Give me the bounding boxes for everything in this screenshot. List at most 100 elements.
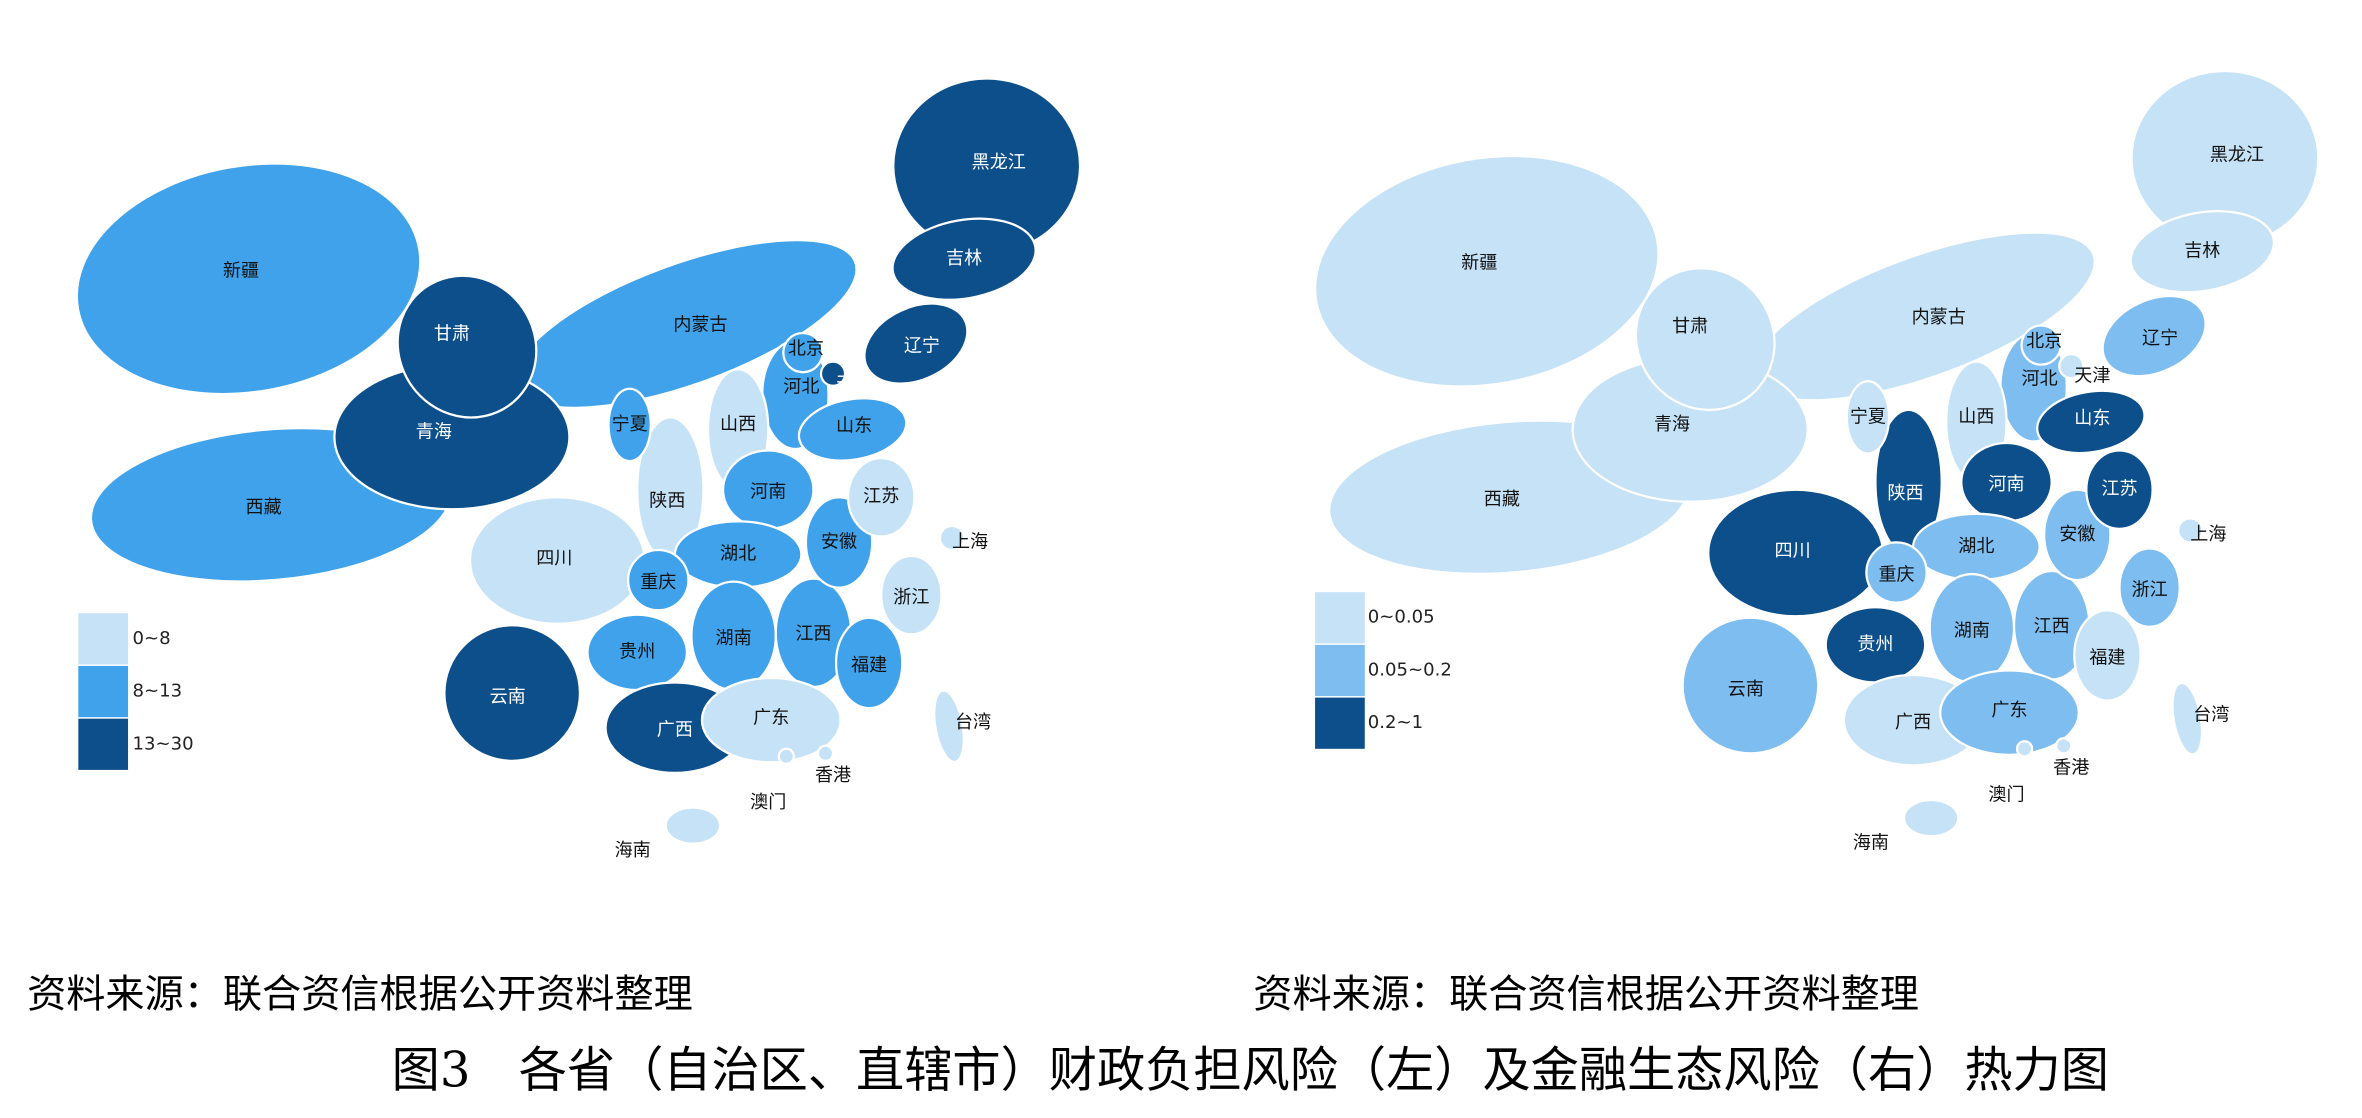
province (1313, 154, 1660, 388)
legend-label: 0.2~1 (1368, 712, 1423, 733)
province-label: 天津 (2074, 366, 2110, 387)
province (2177, 517, 2204, 544)
province (816, 744, 835, 762)
province-label: 江苏 (863, 486, 899, 507)
province (1865, 541, 1928, 604)
province-label: 江西 (795, 623, 831, 644)
province-label: 湖北 (720, 543, 756, 564)
province-label: 海南 (615, 840, 651, 861)
province-label: 山西 (1958, 406, 1994, 427)
province (2171, 681, 2204, 756)
province-label: 河南 (1988, 474, 2024, 495)
province-label: 四川 (536, 548, 572, 569)
province-label: 山西 (720, 414, 756, 435)
province-label: 江苏 (2101, 479, 2137, 500)
province (2101, 294, 2207, 378)
province-label: 澳门 (1988, 785, 2024, 806)
province (863, 302, 969, 385)
province-label: 贵州 (1857, 634, 1893, 655)
legend-swatch (1315, 644, 1365, 697)
province (2118, 547, 2181, 628)
province (2020, 324, 2062, 366)
province (891, 217, 1037, 301)
province-label: 新疆 (223, 260, 259, 281)
province-label: 重庆 (1878, 565, 1914, 586)
province (819, 360, 847, 387)
province-label: 海南 (1853, 833, 1889, 854)
province-label: 重庆 (640, 572, 676, 593)
province-label: 广西 (657, 720, 693, 741)
province-label: 黑龙江 (2210, 144, 2264, 165)
legend-label: 13~30 (133, 733, 194, 754)
province (2129, 210, 2275, 294)
province-label: 陕西 (649, 491, 685, 512)
province-label: 宁夏 (612, 414, 648, 435)
province-label: 澳门 (750, 792, 786, 813)
province-label: 辽宁 (904, 336, 940, 357)
province-label: 江西 (2034, 616, 2070, 637)
province-label: 四川 (1775, 540, 1811, 561)
province (1634, 267, 1776, 412)
province (607, 387, 652, 463)
province-label: 河北 (2022, 369, 2058, 390)
source-note: 资料来源：联合资信根据公开资料整理 (27, 972, 693, 1017)
province (880, 554, 943, 636)
province-label: 安徽 (2059, 524, 2095, 545)
province-label: 吉林 (2184, 241, 2220, 262)
province (938, 524, 966, 552)
province (797, 397, 908, 462)
province-label: 陕西 (1887, 483, 1923, 504)
province (1681, 616, 1820, 755)
source-note: 资料来源：联合资信根据公开资料整理 (1253, 972, 1919, 1017)
province-label: 湖北 (1958, 536, 1994, 557)
province-label: 河南 (750, 482, 786, 503)
province-label: 安徽 (821, 531, 857, 552)
province-label: 北京 (788, 339, 824, 360)
province (933, 689, 965, 764)
province (443, 624, 582, 762)
province-label: 浙江 (893, 587, 929, 608)
legend-swatch (1315, 592, 1365, 644)
province-label: 香港 (815, 765, 851, 786)
province (664, 806, 722, 845)
province-label: 广西 (1895, 712, 1931, 733)
province-label: 甘肃 (1672, 316, 1708, 337)
province (846, 456, 916, 538)
legend-swatch (78, 613, 129, 665)
province-map (75, 77, 1082, 845)
province (1939, 669, 2080, 756)
legend-label: 0~8 (133, 628, 171, 649)
province (627, 548, 690, 612)
province-label: 内蒙古 (1912, 307, 1966, 328)
province (1845, 380, 1891, 455)
province (2058, 353, 2085, 380)
province-label: 上海 (2190, 524, 2226, 545)
province-label: 云南 (1728, 679, 1764, 700)
province-label: 吉林 (946, 248, 982, 269)
province-label: 台湾 (955, 712, 991, 733)
legend-swatch (78, 718, 129, 770)
province (834, 616, 904, 710)
province-label: 内蒙古 (673, 315, 727, 336)
province-label: 宁夏 (1850, 406, 1886, 427)
province-label: 山东 (2074, 408, 2110, 429)
province-label: 广东 (753, 708, 789, 729)
province (1902, 798, 1960, 838)
province-map (1313, 69, 2320, 838)
province-label: 山东 (836, 415, 872, 436)
province-label: 青海 (416, 421, 452, 442)
province-label: 黑龙江 (972, 152, 1026, 173)
province-label: 上海 (952, 531, 988, 552)
province (777, 747, 795, 765)
province (2055, 737, 2073, 755)
province-label: 湖南 (1954, 620, 1990, 641)
province-label: 天津 (836, 373, 872, 394)
province-label: 北京 (2026, 331, 2062, 352)
province (782, 331, 824, 374)
province-label: 河北 (783, 376, 819, 397)
province-label: 香港 (2053, 757, 2089, 778)
province-label: 贵州 (619, 641, 655, 662)
province-label: 台湾 (2193, 705, 2229, 726)
